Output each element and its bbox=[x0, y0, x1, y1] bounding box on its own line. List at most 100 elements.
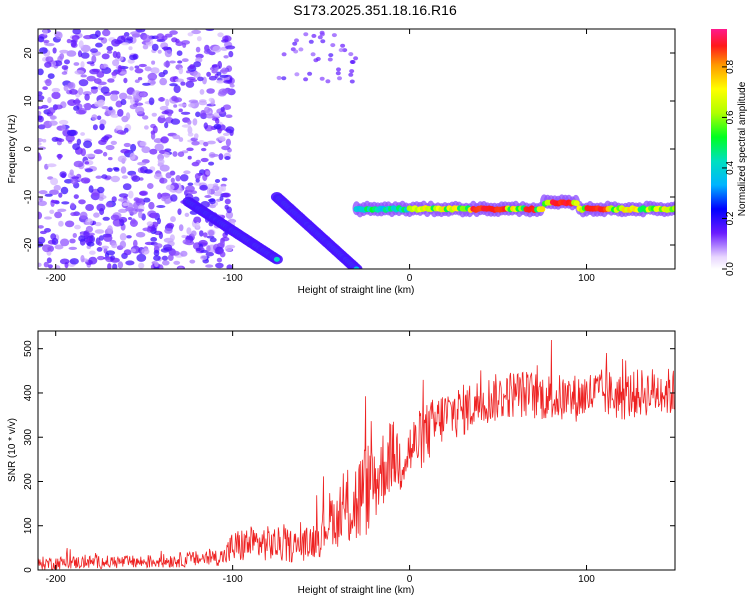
noise-blob bbox=[143, 197, 151, 203]
colorbar bbox=[711, 29, 727, 269]
noise-blob bbox=[215, 262, 224, 269]
noise-blob bbox=[173, 97, 183, 103]
noise-blob bbox=[50, 177, 59, 186]
noise-blob bbox=[159, 177, 168, 184]
noise-blob bbox=[69, 169, 74, 176]
noise-blob bbox=[139, 92, 147, 97]
noise-blob bbox=[208, 75, 217, 81]
noise-blob bbox=[166, 222, 175, 229]
noise-blob bbox=[328, 53, 334, 58]
noise-blob bbox=[319, 76, 325, 81]
noise-blob bbox=[196, 36, 202, 42]
noise-blob bbox=[61, 201, 70, 205]
noise-blob bbox=[193, 61, 202, 68]
noise-blob bbox=[198, 140, 205, 145]
noise-blob bbox=[70, 39, 77, 48]
noise-blob bbox=[348, 72, 354, 77]
noise-blob bbox=[101, 174, 108, 179]
noise-blob bbox=[126, 95, 133, 100]
noise-blob bbox=[153, 173, 163, 180]
noise-blob bbox=[195, 247, 201, 252]
noise-blob bbox=[80, 148, 87, 157]
noise-blob bbox=[281, 76, 287, 81]
noise-blob bbox=[139, 191, 147, 196]
noise-blob bbox=[153, 249, 160, 257]
noise-blob bbox=[70, 178, 78, 185]
y-tick-label: 0 bbox=[23, 146, 34, 152]
noise-blob bbox=[206, 245, 211, 252]
noise-blob bbox=[84, 168, 93, 173]
noise-blob bbox=[96, 203, 106, 212]
noise-blob bbox=[93, 212, 100, 218]
noise-blob bbox=[44, 61, 52, 68]
noise-blob bbox=[293, 49, 299, 54]
noise-blob bbox=[142, 34, 151, 43]
noise-blob bbox=[110, 175, 121, 183]
noise-blob bbox=[38, 196, 43, 202]
noise-blob bbox=[134, 68, 144, 74]
noise-blob bbox=[170, 250, 180, 256]
noise-blob bbox=[102, 29, 111, 37]
noise-blob bbox=[119, 92, 128, 101]
noise-blob bbox=[83, 103, 89, 109]
noise-blob bbox=[294, 38, 299, 43]
noise-blob bbox=[96, 115, 102, 121]
noise-blob bbox=[150, 132, 156, 140]
x-tick-label: 0 bbox=[407, 273, 413, 284]
noise-blob bbox=[80, 255, 85, 263]
noise-blob bbox=[94, 229, 105, 234]
noise-blob bbox=[187, 32, 194, 37]
noise-blob bbox=[88, 185, 94, 193]
noise-blob bbox=[67, 99, 77, 106]
snr-ylabel: SNR (10 * v/v) bbox=[7, 418, 18, 482]
noise-blob bbox=[123, 32, 130, 37]
noise-blob bbox=[97, 255, 105, 261]
noise-blob bbox=[146, 221, 154, 227]
noise-blob bbox=[94, 222, 102, 227]
noise-blob bbox=[38, 91, 43, 96]
noise-blob bbox=[130, 97, 135, 105]
noise-blob bbox=[199, 230, 204, 237]
noise-blob bbox=[217, 32, 224, 38]
noise-blob bbox=[219, 251, 226, 258]
noise-blob bbox=[337, 76, 342, 81]
noise-blob bbox=[128, 217, 132, 220]
snr-frame bbox=[37, 330, 676, 571]
noise-blob bbox=[98, 37, 104, 41]
noise-blob bbox=[169, 30, 178, 35]
noise-blob bbox=[225, 45, 236, 50]
noise-blob bbox=[209, 153, 219, 157]
noise-blob bbox=[100, 86, 110, 94]
noise-blob bbox=[38, 211, 43, 220]
snr-ticks: -200 -100 0 100 0 100 200 300 400 500 bbox=[23, 331, 675, 585]
noise-blob bbox=[206, 140, 216, 145]
noise-blob bbox=[170, 177, 175, 183]
noise-blob bbox=[224, 204, 229, 210]
noise-blob bbox=[57, 208, 67, 212]
noise-blob bbox=[313, 58, 319, 63]
noise-blob bbox=[54, 244, 64, 250]
noise-blob bbox=[110, 113, 119, 118]
noise-blob bbox=[44, 216, 52, 220]
noise-blob bbox=[177, 60, 183, 64]
colorbar-ticks: 0.0 0.2 0.4 0.6 0.8 bbox=[722, 60, 736, 276]
noise-blob bbox=[90, 48, 98, 53]
noise-blob bbox=[182, 239, 191, 245]
noise-blob bbox=[224, 156, 231, 160]
noise-blob bbox=[65, 134, 75, 143]
noise-blob bbox=[317, 35, 323, 40]
noise-blob bbox=[108, 106, 113, 111]
noise-blob bbox=[178, 137, 184, 142]
noise-blob bbox=[125, 260, 135, 266]
noise-blob bbox=[123, 127, 129, 133]
noise-blob bbox=[188, 103, 195, 108]
noise-blob bbox=[142, 82, 151, 86]
noise-blob bbox=[348, 52, 354, 57]
noise-blob bbox=[49, 209, 55, 214]
colorbar-tick-label: 0.8 bbox=[725, 60, 736, 74]
tone-core bbox=[672, 205, 675, 212]
colorbar-label: Normalized spectral amplitude bbox=[737, 81, 748, 216]
noise-blob bbox=[90, 86, 99, 90]
noise-blob bbox=[209, 204, 216, 209]
noise-blob bbox=[121, 42, 130, 46]
